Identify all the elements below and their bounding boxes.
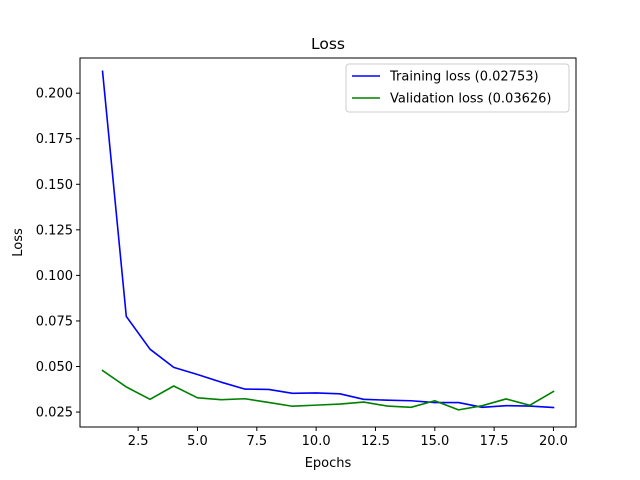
x-tick-label: 15.0: [420, 434, 449, 449]
x-tick-label: 7.5: [246, 434, 267, 449]
legend-box: [345, 63, 570, 113]
x-tick-label: 5.0: [187, 434, 208, 449]
x-tick-label: 12.5: [361, 434, 390, 449]
legend-entry: Validation loss (0.03626): [390, 92, 551, 107]
y-tick-label: 0.025: [36, 406, 73, 421]
plot-area: [79, 57, 577, 428]
y-tick-label: 0.175: [36, 132, 73, 147]
y-tick-label: 0.125: [36, 223, 73, 238]
y-tick-label: 0.200: [36, 87, 73, 102]
y-tick-label: 0.150: [36, 178, 73, 193]
series-line-validation-loss: [101, 369, 555, 411]
chart-title: Loss: [311, 35, 345, 53]
y-axis-label: Loss: [11, 228, 26, 257]
series-layer: [101, 70, 555, 411]
y-tick-label: 0.075: [36, 314, 73, 329]
x-tick-label: 10.0: [302, 434, 331, 449]
x-axis-label: Epochs: [305, 456, 352, 471]
y-tick-label: 0.050: [36, 360, 73, 375]
y-axis: 0.025 0.050 0.075 0.100 0.125 0.150 0.175 0.200: [36, 87, 80, 421]
x-tick-label: 17.5: [480, 434, 509, 449]
y-tick-label: 0.100: [36, 269, 73, 284]
legend-entry: Training loss (0.02753): [389, 70, 539, 85]
legend: Training loss (0.02753) Validation loss (…: [345, 63, 570, 113]
x-tick-label: 20.0: [539, 434, 568, 449]
x-axis: 2.5 5.0 7.5 10.0 12.5 15.0 17.5 20.0: [128, 427, 568, 449]
x-tick-label: 2.5: [128, 434, 149, 449]
